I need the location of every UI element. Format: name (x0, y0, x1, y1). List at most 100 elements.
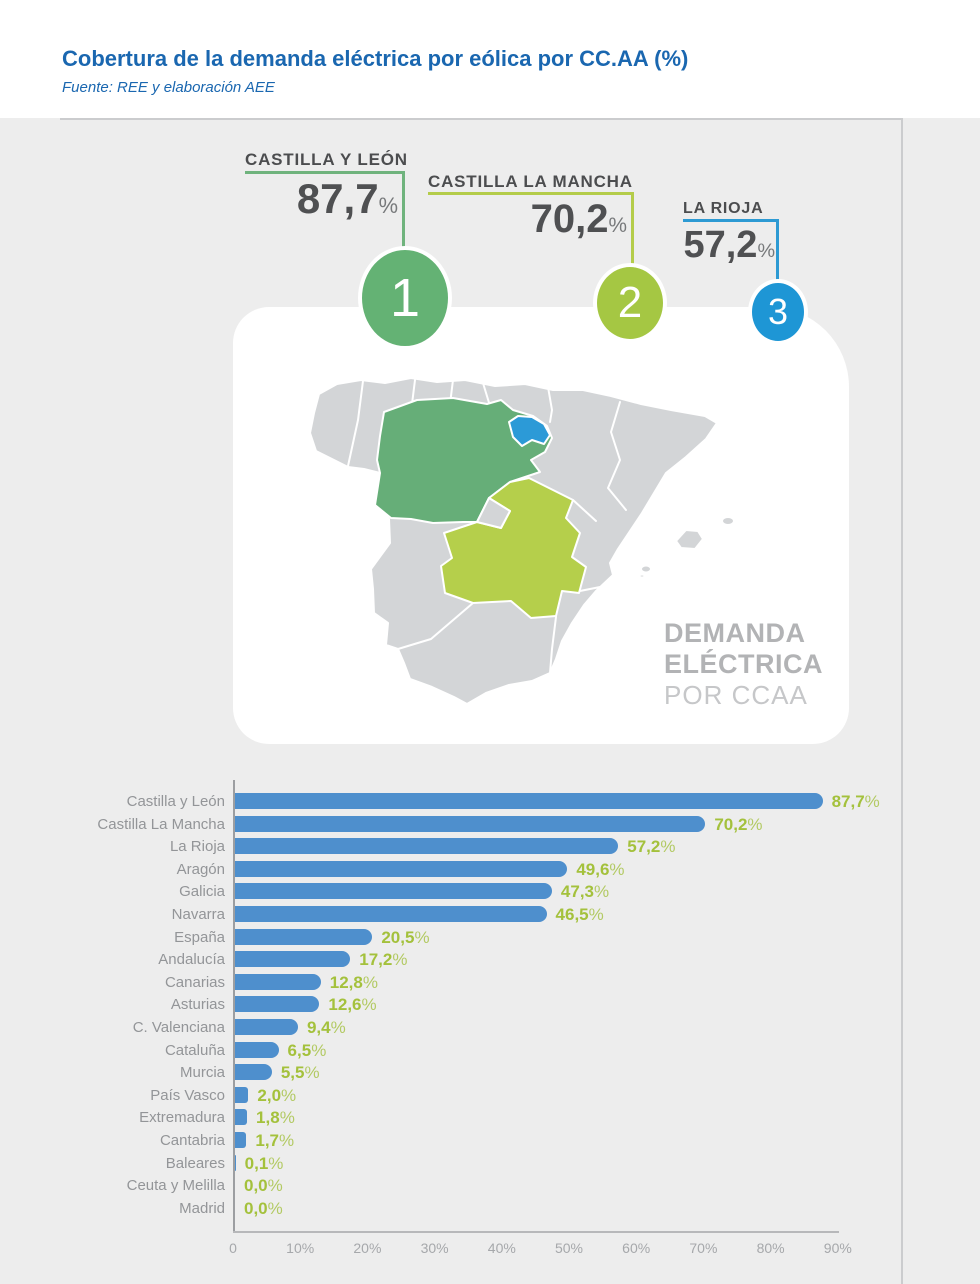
bar (235, 1041, 279, 1058)
bar-row: Castilla La Mancha 70,2% (0, 813, 980, 836)
x-tick-label: 50% (554, 1240, 584, 1256)
bar-row: Cataluña 6,5% (0, 1039, 980, 1062)
chart-x-axis-line (233, 1231, 839, 1233)
bar-row: C. Valenciana 9,4% (0, 1016, 980, 1039)
region-madrid (476, 497, 511, 529)
bar (235, 1086, 249, 1103)
bar-value-label: 17,2% (359, 950, 408, 970)
bar-chart: Castilla y León 87,7% Castilla La Mancha 70… (0, 790, 980, 1220)
bar-value-label: 70,2% (714, 814, 763, 834)
bar (235, 1019, 298, 1035)
x-tick-label: 90% (823, 1240, 852, 1256)
rank-badge-2: 2 (593, 263, 667, 343)
bar-category-label: España (174, 928, 225, 946)
x-tick-label: 10% (286, 1240, 315, 1256)
spain-map (309, 377, 735, 705)
bar-value-label: 6,5% (287, 1040, 327, 1060)
bar (235, 996, 320, 1013)
source-note: Fuente: REE y elaboración AEE (62, 79, 275, 96)
bar-row: La Rioja 57,2% (0, 835, 980, 858)
chart-x-axis-ticks: 0 10% 20% 30% 40% 50% 60% 70% 80% 90% (0, 1240, 980, 1260)
bar (235, 906, 547, 922)
bar-row: Castilla y León 87,7% (0, 790, 980, 813)
bar-value-label: 57,2% (627, 837, 676, 857)
frame-right-line (901, 118, 903, 1284)
bar-row: Andalucía 17,2% (0, 948, 980, 971)
bar-category-label: C. Valenciana (132, 1019, 225, 1036)
bar (235, 883, 552, 900)
bar-value-label: 20,5% (381, 927, 430, 947)
bar-row: País Vasco 2,0% (0, 1084, 980, 1107)
bar-category-label: Andalucía (158, 951, 225, 969)
bar-value-label: 12,8% (329, 972, 378, 992)
bar (235, 951, 351, 968)
region-la-rioja (508, 415, 551, 447)
bar-category-label: La Rioja (169, 838, 225, 856)
bar-value-label: 12,6% (328, 995, 377, 1015)
bar-value-label: 87,7% (831, 792, 880, 811)
x-tick-label: 40% (487, 1240, 516, 1256)
callout-label-castilla-la-mancha: CASTILLA LA MANCHA (428, 172, 633, 191)
x-tick-label: 30% (420, 1240, 449, 1256)
chart-y-axis-line (233, 780, 235, 1232)
island-mallorca (675, 529, 704, 550)
bar-value-label: 1,7% (255, 1131, 295, 1150)
bar (235, 1109, 248, 1126)
callout-rule-castilla-la-mancha (428, 192, 634, 195)
callout-value-castilla-y-leon: 87,7% (296, 175, 398, 222)
bar-row: Canarias 12,8% (0, 971, 980, 994)
bar-row: Navarra 46,5% (0, 903, 980, 926)
bar (235, 1132, 247, 1148)
bar-row: Extremadura 1,8% (0, 1106, 980, 1129)
bar-category-label: Baleares (165, 1154, 225, 1172)
bar-category-label: Castilla La Mancha (97, 815, 225, 833)
map-internal-borders (347, 379, 627, 674)
bar (235, 815, 706, 832)
callout-label-castilla-y-leon: CASTILLA Y LEÓN (245, 150, 408, 169)
callout-rule-castilla-y-leon (245, 171, 405, 174)
x-tick-label: 70% (689, 1240, 718, 1256)
bar-row: España 20,5% (0, 926, 980, 949)
callout-connector-castilla-y-leon (402, 171, 405, 251)
bar-value-label: 2,0% (257, 1085, 297, 1105)
rank-badge-1: 1 (358, 246, 452, 350)
bar-value-label: 0,0% (244, 1176, 283, 1196)
bar-category-label: Cataluña (164, 1041, 225, 1059)
bar (235, 860, 568, 877)
bar (235, 1154, 236, 1171)
x-tick-label: 60% (622, 1240, 651, 1256)
map-caption: DEMANDA ELÉCTRICA POR CCAA (664, 618, 823, 711)
bar (235, 928, 373, 945)
bar-category-label: Asturias (170, 996, 225, 1014)
bar-category-label: Castilla y León (126, 793, 225, 810)
x-tick-label: 20% (353, 1240, 382, 1256)
bar-category-label: Cantabria (159, 1132, 225, 1149)
callout-value-castilla-la-mancha: 70,2% (530, 197, 627, 241)
bar-category-label: Aragón (176, 860, 225, 878)
bar-value-label: 0,1% (244, 1153, 284, 1173)
bar-value-label: 46,5% (555, 905, 604, 924)
map-caption-line1: DEMANDA (664, 618, 806, 648)
bar-category-label: Canarias (164, 973, 225, 991)
bar (235, 838, 619, 855)
island-menorca (721, 516, 735, 526)
bar-value-label: 1,8% (256, 1108, 295, 1128)
bar-category-label: Extremadura (139, 1109, 225, 1127)
x-tick-label: 80% (756, 1240, 785, 1256)
map-caption-line2: ELÉCTRICA (664, 649, 823, 679)
bar (235, 973, 321, 990)
region-castilla-y-leon (374, 397, 553, 524)
bar-category-label: País Vasco (150, 1086, 225, 1104)
bar-row: Asturias 12,6% (0, 993, 980, 1016)
bar-value-label: 49,6% (576, 859, 625, 879)
bar-category-label: Murcia (179, 1064, 225, 1082)
bar-category-label: Ceuta y Melilla (126, 1177, 225, 1195)
map-caption-line3: POR CCAA (664, 680, 808, 710)
callout-value-la-rioja: 57,2% (683, 224, 775, 266)
bar-category-label: Galicia (179, 883, 225, 901)
bar-row: Ceuta y Melilla 0,0% (0, 1174, 980, 1197)
island-formentera (638, 573, 646, 579)
callout-rule-la-rioja (683, 219, 779, 222)
bar (235, 1064, 272, 1081)
